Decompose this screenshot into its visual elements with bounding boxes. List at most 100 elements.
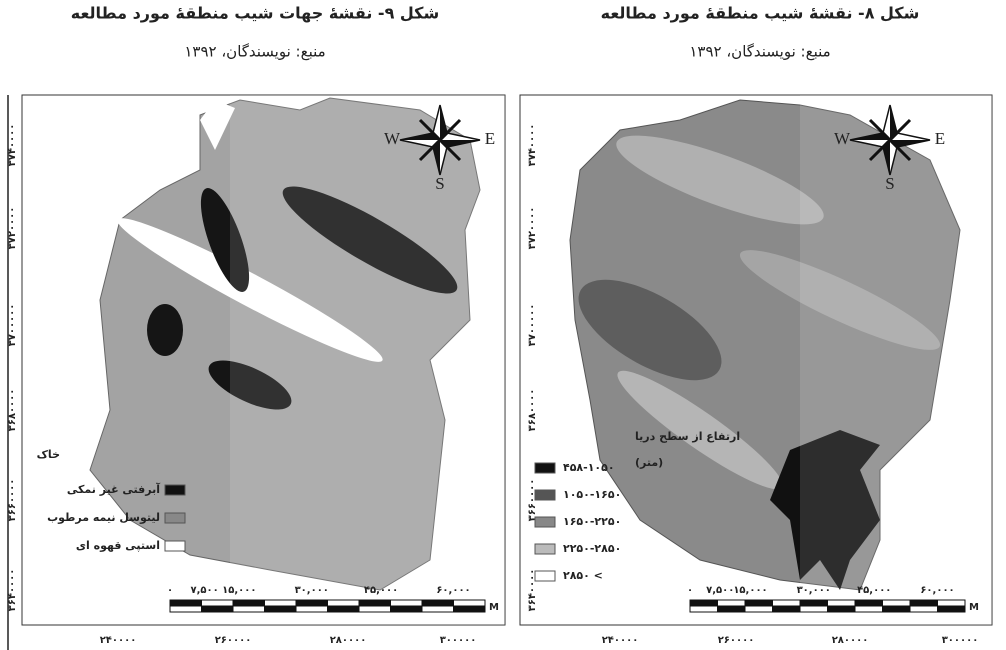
legend-item: ۴۵۸-۱۰۵۰ [563, 461, 615, 474]
x-coordinate: ۳۰۰۰۰۰ [942, 635, 979, 646]
y-coordinate: ۳۶۴۰۰۰۰ [527, 569, 538, 612]
elevation-patch [770, 430, 880, 590]
scale-unit: M [969, 602, 979, 613]
scale-label: ۷,۵۰۰ [706, 585, 734, 596]
scale-label: ۰ [167, 585, 173, 596]
scale-segment [327, 605, 360, 613]
scale-segment [201, 599, 234, 607]
scale-segment [799, 599, 828, 607]
scale-segment [799, 605, 828, 613]
legend-swatch [534, 462, 556, 474]
scale-segment [264, 605, 297, 613]
scale-segment [232, 605, 265, 613]
legend-swatch [164, 512, 186, 524]
legend-swatch [164, 540, 186, 552]
scale-label: ۱۵,۰۰۰ [733, 585, 767, 596]
x-coordinate: ۲۶۰۰۰۰ [718, 635, 755, 646]
compass-star [400, 105, 480, 175]
legend-swatch [534, 489, 556, 501]
scale-segment [882, 599, 911, 607]
scale-segment [772, 599, 801, 607]
scale-label: ۳۰,۰۰۰ [295, 585, 329, 596]
compass-s: S [885, 174, 894, 193]
scale-segment [453, 605, 486, 613]
scale-label: ۰ [687, 585, 693, 596]
y-coordinate: ۳۷۰۰۰۰۰ [527, 304, 538, 347]
scale-segment [689, 605, 718, 613]
figure-title: شکل ۸- نقشهٔ شیب منطقهٔ مورد مطالعه [601, 4, 920, 23]
scale-segment [327, 599, 360, 607]
x-coordinate: ۲۸۰۰۰۰ [330, 635, 367, 646]
scale-segment [882, 605, 911, 613]
soil-patch [282, 186, 458, 294]
y-coordinate: ۳۷۴۰۰۰۰ [527, 124, 538, 167]
legend-item: ۲۸۵۰ < [563, 569, 603, 582]
scale-segment [744, 599, 773, 607]
soil-patch [117, 218, 383, 362]
scale-segment [772, 605, 801, 613]
figure-title: شکل ۹- نقشهٔ جهات شیب منطقهٔ مورد مطالعه [71, 4, 439, 23]
scale-segment [453, 599, 486, 607]
scale-segment [909, 605, 938, 613]
scale-segment [421, 605, 454, 613]
scale-segment [390, 599, 423, 607]
elevation-patch [616, 135, 824, 225]
compass-e: E [935, 129, 945, 148]
scale-segment [909, 599, 938, 607]
scale-label: ۴۵,۰۰۰ [364, 585, 398, 596]
soil-patch [200, 100, 235, 150]
compass-e: E [485, 129, 495, 148]
soil-patch [147, 304, 183, 356]
legend-swatch [534, 516, 556, 528]
legend-item: ۱۰۵۰-۱۶۵۰ [563, 488, 621, 501]
compass-s: S [435, 174, 444, 193]
scale-segment [689, 599, 718, 607]
x-coordinate: ۲۶۰۰۰۰ [215, 635, 252, 646]
y-coordinate: ۳۷۲۰۰۰۰ [7, 207, 18, 250]
scale-label: ۶۰,۰۰۰ [436, 585, 470, 596]
overlay [230, 95, 505, 625]
elevation-region [569, 99, 961, 591]
y-coordinate: ۳۶۸۰۰۰۰ [527, 389, 538, 432]
legend-title: (متر) [635, 456, 663, 469]
scale-segment [717, 605, 746, 613]
elevation-patch [578, 279, 722, 381]
elevation-patch [739, 250, 941, 350]
scale-segment [264, 599, 297, 607]
legend-item: لیتوسل نیمه مرطوب [47, 511, 160, 524]
legend-swatch [534, 543, 556, 555]
legend-item: ۱۶۵۰-۲۲۵۰ [563, 515, 621, 528]
scale-segment [169, 605, 202, 613]
scale-segment [295, 605, 328, 613]
legend-swatch [534, 570, 556, 582]
legend-title: ارتفاع از سطح دریا [635, 430, 740, 443]
legend-swatch [164, 484, 186, 496]
scale-label: ۱۵,۰۰۰ [222, 585, 256, 596]
soil-patch [208, 360, 292, 410]
compass [849, 104, 931, 176]
scale-unit: M [489, 602, 499, 613]
compass-star [850, 105, 930, 175]
scale-segment [232, 599, 265, 607]
elevation-patch [617, 370, 783, 490]
compass [399, 104, 481, 176]
legend-title: خاک [37, 448, 60, 461]
compass-star [868, 118, 912, 162]
legend-item: آبرفتی غیر نمکی [67, 482, 160, 496]
y-coordinate: ۳۷۴۰۰۰۰ [7, 124, 18, 167]
legend-item: استپی قهوه ای [76, 539, 160, 552]
scale-segment [358, 605, 391, 613]
figure-source: منبع: نویسندگان، ۱۳۹۲ [689, 43, 830, 61]
soil-patch [200, 188, 250, 292]
compass-w: W [384, 129, 401, 148]
scale-label: ۷,۵۰۰ [191, 585, 219, 596]
soil-region [89, 97, 481, 591]
y-coordinate: ۳۶۴۰۰۰۰ [7, 569, 18, 612]
scale-segment [854, 599, 883, 607]
scale-segment [358, 599, 391, 607]
scale-label: ۳۰,۰۰۰ [797, 585, 831, 596]
overlay [800, 95, 992, 625]
y-coordinate: ۳۶۶۰۰۰۰ [7, 479, 18, 522]
scale-segment [717, 599, 746, 607]
scale-segment [827, 599, 856, 607]
